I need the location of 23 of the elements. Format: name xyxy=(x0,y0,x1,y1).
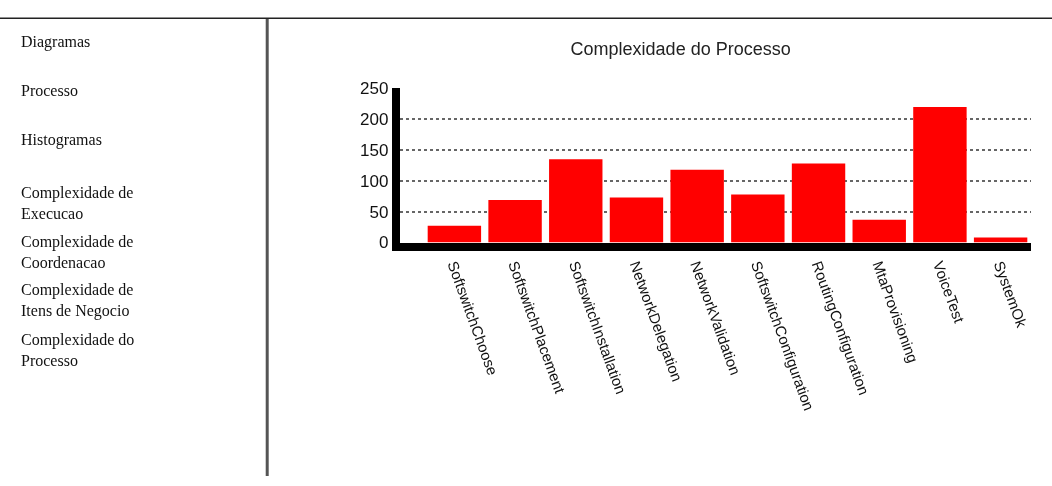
y-tick-label: 100 xyxy=(359,171,389,191)
bar xyxy=(609,197,664,243)
text: Complexidade de Itens de Negocio xyxy=(21,281,134,320)
bar xyxy=(913,106,967,243)
text: Complexidade do Processo xyxy=(21,331,135,369)
text: Histogramas xyxy=(21,131,102,149)
chart-title: Complexidade do Processo xyxy=(570,38,791,59)
text: Complexidade de Execucao xyxy=(21,184,134,222)
bar xyxy=(852,219,906,243)
y-tick-label: 150 xyxy=(359,140,389,160)
bar xyxy=(427,225,482,243)
text: Processo xyxy=(21,82,78,99)
text: Diagramas xyxy=(21,33,91,51)
y-tick-label: 50 xyxy=(369,202,389,222)
bar xyxy=(731,194,785,243)
y-tick-label: 0 xyxy=(378,233,389,253)
bar xyxy=(488,199,542,243)
bar xyxy=(670,169,724,243)
bar xyxy=(791,163,846,243)
y-tick-label: 250 xyxy=(359,79,389,99)
text: Complexidade de Coordenacao xyxy=(21,233,134,271)
y-tick-label: 200 xyxy=(359,110,389,130)
bar xyxy=(549,159,603,243)
